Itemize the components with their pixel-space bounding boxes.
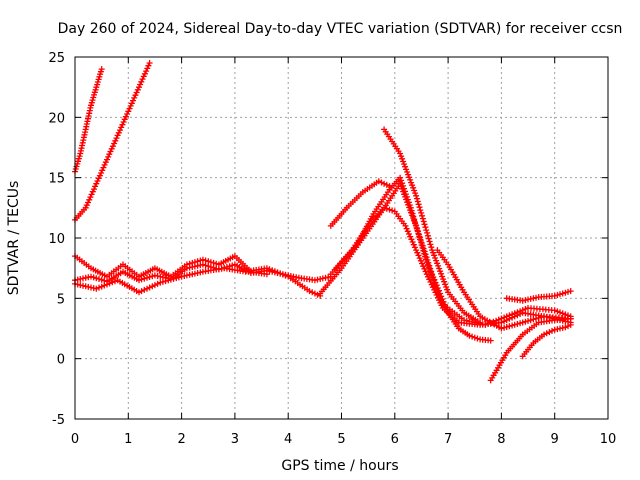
data-point-markers [434,247,574,332]
data-point-markers [503,288,574,304]
grid-lines [75,57,608,419]
y-axis-label: SDTVAR / TECUs [6,181,22,296]
x-tick-label: 9 [551,432,559,447]
y-tick-label: 10 [48,232,65,247]
y-tick-label: 25 [48,51,65,66]
x-tick-label: 2 [177,432,185,447]
x-tick-label: 10 [600,432,617,447]
series-trace-11 [434,247,574,332]
data-point-markers [519,321,574,360]
chart-title: Day 260 of 2024, Sidereal Day-to-day VTE… [58,21,623,37]
data-point-markers [487,315,574,384]
x-tick-label: 5 [337,432,345,447]
x-tick-label: 6 [391,432,399,447]
tick-labels: 0 1 2 3 4 5 6 7 8 9 10 -5 0 5 10 15 20 25 [48,51,616,447]
y-tick-label: -5 [52,413,65,428]
x-tick-label: 0 [71,432,79,447]
series-trace-13 [519,321,574,360]
axis-ticks [74,56,609,420]
x-axis-label: GPS time / hours [281,458,398,474]
x-tick-label: 7 [444,432,452,447]
x-tick-label: 1 [124,432,132,447]
x-tick-label: 8 [497,432,505,447]
y-tick-label: 5 [57,292,65,307]
y-tick-label: 0 [57,353,65,368]
series-trace-12 [487,315,574,384]
series-trace-10 [381,126,484,326]
data-point-markers [381,126,484,326]
x-tick-label: 3 [231,432,239,447]
data-point-markers [327,178,393,229]
series-trace-14 [503,288,574,304]
x-tick-label: 4 [284,432,292,447]
y-tick-label: 15 [48,172,65,187]
series-trace-9 [327,178,393,229]
y-tick-label: 20 [48,111,65,126]
